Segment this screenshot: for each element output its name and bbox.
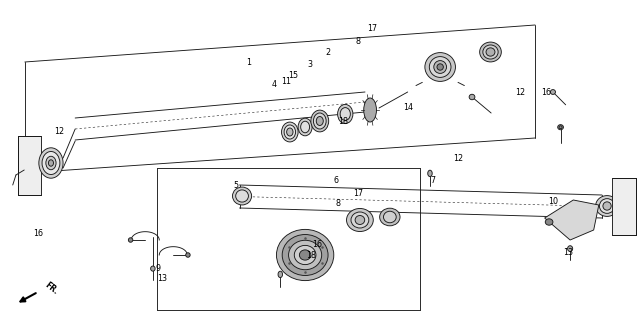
Ellipse shape — [316, 116, 323, 125]
Text: 14: 14 — [403, 103, 413, 112]
Ellipse shape — [568, 246, 573, 252]
Text: 6: 6 — [334, 176, 339, 185]
Ellipse shape — [603, 202, 611, 210]
Text: 15: 15 — [288, 71, 298, 80]
Ellipse shape — [233, 187, 252, 205]
Text: 16: 16 — [541, 88, 552, 97]
Text: 17: 17 — [368, 24, 378, 33]
Text: 1: 1 — [246, 58, 251, 67]
Ellipse shape — [355, 216, 364, 225]
Text: 17: 17 — [353, 189, 363, 198]
Text: FR.: FR. — [43, 280, 59, 296]
Text: 5: 5 — [233, 181, 238, 190]
Text: 16: 16 — [33, 229, 43, 238]
Text: 18: 18 — [338, 117, 348, 126]
Text: 7: 7 — [431, 176, 436, 185]
Text: 11: 11 — [282, 77, 292, 86]
Ellipse shape — [128, 238, 132, 242]
Text: 12: 12 — [454, 154, 464, 163]
Ellipse shape — [46, 156, 56, 170]
Ellipse shape — [550, 90, 555, 94]
Ellipse shape — [486, 48, 495, 56]
Text: 2: 2 — [326, 48, 331, 57]
Ellipse shape — [338, 104, 353, 124]
Ellipse shape — [294, 245, 316, 265]
Ellipse shape — [298, 118, 312, 136]
Ellipse shape — [558, 124, 563, 130]
Ellipse shape — [425, 52, 455, 81]
Ellipse shape — [289, 240, 322, 270]
Ellipse shape — [437, 64, 443, 70]
Ellipse shape — [311, 110, 329, 132]
Text: 10: 10 — [548, 197, 558, 206]
Polygon shape — [18, 136, 41, 195]
Ellipse shape — [185, 253, 190, 257]
Ellipse shape — [559, 126, 562, 129]
Ellipse shape — [276, 229, 334, 281]
Ellipse shape — [48, 160, 54, 166]
Ellipse shape — [380, 208, 400, 226]
Ellipse shape — [278, 271, 282, 277]
Ellipse shape — [483, 45, 498, 59]
Ellipse shape — [347, 209, 373, 232]
Ellipse shape — [287, 128, 293, 136]
Ellipse shape — [480, 42, 501, 62]
Ellipse shape — [545, 219, 553, 225]
Ellipse shape — [299, 250, 311, 260]
Text: 8: 8 — [355, 37, 361, 46]
Ellipse shape — [351, 212, 369, 228]
Ellipse shape — [340, 108, 350, 120]
Text: 4: 4 — [271, 80, 276, 89]
Ellipse shape — [599, 199, 615, 213]
Ellipse shape — [596, 196, 619, 216]
Text: 12: 12 — [515, 88, 526, 97]
Ellipse shape — [434, 60, 447, 73]
Text: 9: 9 — [155, 264, 161, 273]
Text: 3: 3 — [307, 60, 312, 68]
Text: 12: 12 — [54, 127, 64, 136]
Text: 16: 16 — [312, 240, 322, 249]
Ellipse shape — [236, 190, 248, 202]
Ellipse shape — [282, 235, 328, 276]
Ellipse shape — [383, 211, 396, 223]
Text: 8: 8 — [335, 199, 340, 208]
Ellipse shape — [39, 148, 63, 178]
Ellipse shape — [428, 170, 432, 177]
Ellipse shape — [313, 113, 326, 129]
Ellipse shape — [469, 94, 475, 100]
Polygon shape — [545, 200, 599, 240]
Ellipse shape — [364, 98, 376, 122]
Text: 13: 13 — [157, 274, 168, 283]
Ellipse shape — [150, 266, 155, 271]
Ellipse shape — [284, 125, 296, 139]
Text: 13: 13 — [563, 248, 573, 257]
Ellipse shape — [429, 57, 451, 77]
Text: 18: 18 — [306, 252, 316, 260]
Ellipse shape — [282, 122, 298, 142]
Polygon shape — [612, 178, 636, 235]
Ellipse shape — [301, 121, 310, 133]
Ellipse shape — [42, 151, 60, 174]
